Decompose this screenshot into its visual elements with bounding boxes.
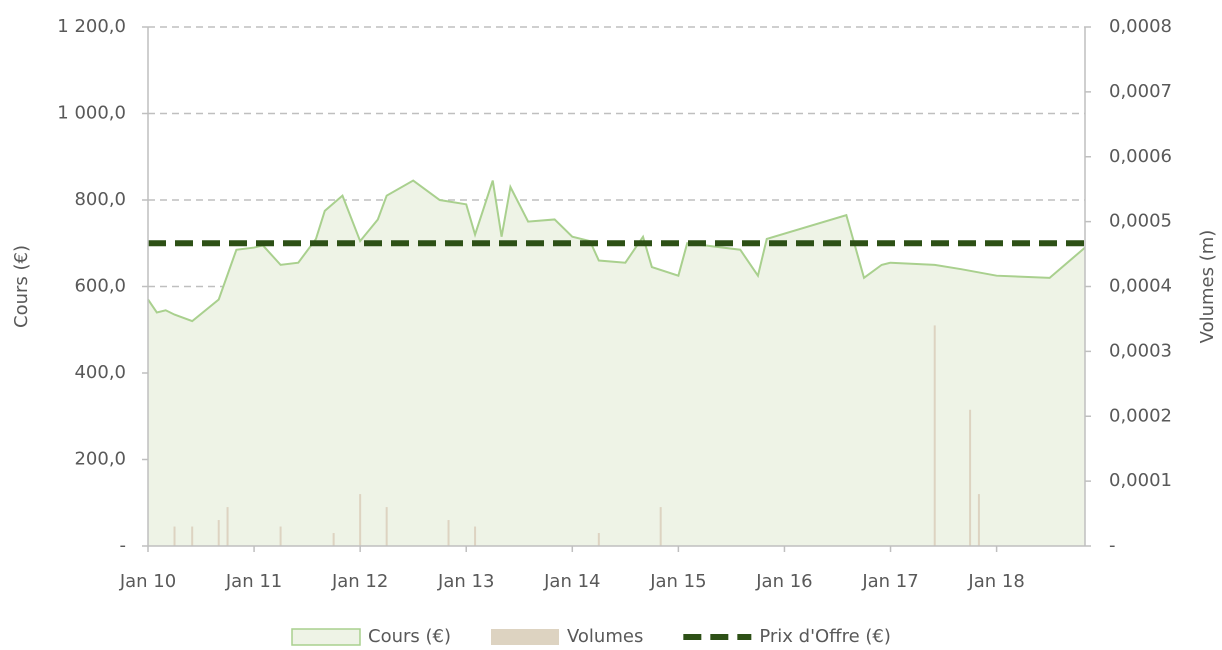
y2-tick-label: 0,0007: [1109, 81, 1172, 102]
y2-tick-label: 0,0008: [1109, 16, 1172, 37]
y-tick-label: 1 200,0: [57, 16, 126, 37]
x-tick-label: Jan 14: [543, 571, 600, 592]
volume-bar: [191, 526, 194, 546]
legend-swatch: [291, 628, 361, 646]
volume-bar: [173, 526, 176, 546]
volume-bar: [359, 494, 362, 546]
y2-tick-label: -: [1109, 535, 1116, 556]
volume-bar: [385, 507, 388, 546]
area-fill: [148, 180, 1085, 546]
legend-label: Prix d'Offre (€): [759, 626, 891, 647]
y-tick-label: 1 000,0: [57, 103, 126, 124]
x-tick-label: Jan 16: [755, 571, 812, 592]
y2-tick-label: 0,0001: [1109, 470, 1172, 491]
x-tick-label: Jan 17: [861, 571, 918, 592]
y-tick-label: 200,0: [74, 449, 126, 470]
volume-bar: [933, 325, 936, 546]
x-tick-label: Jan 12: [331, 571, 388, 592]
x-tick-label: Jan 11: [225, 571, 282, 592]
volume-bar: [659, 507, 662, 546]
y-tick-label: -: [120, 535, 127, 556]
volume-bar: [474, 526, 477, 546]
volume-bar: [226, 507, 229, 546]
volume-bar: [597, 533, 600, 546]
x-tick-label: Jan 10: [119, 571, 176, 592]
y-tick-label: 600,0: [74, 276, 126, 297]
x-tick-label: Jan 15: [649, 571, 706, 592]
volume-bar: [969, 409, 972, 546]
y2-tick-label: 0,0002: [1109, 405, 1172, 426]
legend-swatch: [491, 629, 559, 645]
x-tick-label: Jan 18: [967, 571, 1024, 592]
volume-bar: [217, 520, 220, 546]
volume-bar: [977, 494, 980, 546]
y-axis-label: Cours (€): [11, 245, 32, 328]
volume-bar: [332, 533, 335, 546]
legend-label: Volumes: [567, 626, 643, 647]
x-tick-label: Jan 13: [437, 571, 494, 592]
legend-label: Cours (€): [368, 626, 451, 647]
y2-tick-label: 0,0006: [1109, 146, 1172, 167]
area-line: [147, 179, 1086, 323]
y2-tick-label: 0,0003: [1109, 340, 1172, 361]
y-tick-label: 800,0: [74, 189, 126, 210]
volume-bar: [447, 520, 450, 546]
y2-tick-label: 0,0005: [1109, 211, 1172, 232]
y2-axis-label: Volumes (m): [1197, 230, 1218, 344]
y2-tick-label: 0,0004: [1109, 276, 1172, 297]
legend: Cours (€) Volumes Prix d'Offre (€): [291, 626, 891, 647]
volume-bar: [279, 526, 282, 546]
y-tick-label: 400,0: [74, 362, 126, 383]
